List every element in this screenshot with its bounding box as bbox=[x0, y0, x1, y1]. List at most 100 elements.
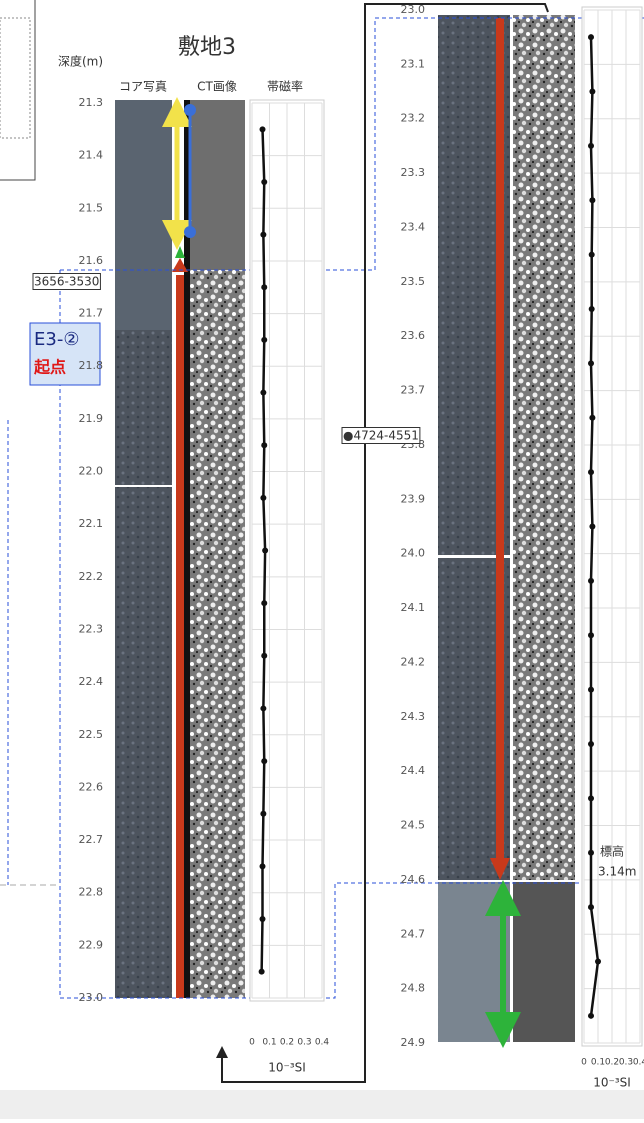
data-point bbox=[262, 547, 269, 554]
ct-image bbox=[513, 882, 575, 1042]
y-tick-label: 21.6 bbox=[79, 254, 104, 267]
data-point bbox=[595, 958, 601, 965]
data-point bbox=[260, 231, 267, 238]
y-tick-label: 21.7 bbox=[79, 307, 104, 320]
annotation-box bbox=[32, 273, 101, 290]
dashed-outline bbox=[60, 17, 644, 271]
dashed-box bbox=[0, 17, 31, 139]
annotation: 標高 bbox=[600, 844, 624, 859]
annotation: 起点 bbox=[33, 358, 66, 377]
column-header: コア写真 bbox=[119, 80, 167, 94]
data-point bbox=[588, 632, 594, 639]
footer-band bbox=[0, 1090, 644, 1119]
data-point bbox=[588, 686, 594, 693]
y-tick-label: 23.5 bbox=[401, 275, 426, 288]
data-point bbox=[588, 306, 595, 313]
y-tick-label: 24.1 bbox=[401, 601, 426, 614]
y-tick-label: 22.0 bbox=[79, 465, 104, 478]
data-point bbox=[589, 414, 596, 421]
x-tick-label: 0.4 bbox=[633, 1058, 644, 1068]
y-tick-label: 24.6 bbox=[401, 873, 426, 886]
y-tick-label: 23.0 bbox=[79, 991, 104, 1004]
y-tick-label: 22.4 bbox=[79, 675, 104, 688]
y-tick-label: 22.9 bbox=[79, 938, 104, 951]
data-point bbox=[588, 251, 595, 258]
data-point bbox=[261, 600, 268, 607]
y-tick-label: 24.3 bbox=[401, 710, 426, 723]
core-photo bbox=[115, 330, 172, 485]
y-tick-label: 22.6 bbox=[79, 780, 104, 793]
data-point bbox=[259, 863, 266, 870]
data-point bbox=[588, 740, 594, 747]
data-point bbox=[261, 284, 268, 291]
y-tick-label: 23.3 bbox=[401, 166, 426, 179]
data-point bbox=[261, 652, 268, 659]
y-tick-label: 23.0 bbox=[401, 3, 426, 16]
data-point bbox=[260, 810, 267, 817]
core-photo bbox=[115, 487, 172, 998]
title: 敷地3 bbox=[178, 35, 236, 60]
y-tick-label: 21.9 bbox=[79, 412, 104, 425]
y-tick-label: 22.1 bbox=[79, 517, 104, 530]
y-tick-label: 21.5 bbox=[79, 201, 104, 214]
y-tick-label: 23.9 bbox=[401, 492, 426, 505]
x-tick-label: 0.1 bbox=[591, 1058, 605, 1068]
annotation: 3.14m bbox=[598, 865, 636, 879]
y-tick-label: 22.7 bbox=[79, 833, 104, 846]
ct-image bbox=[190, 100, 245, 270]
y-tick-label: 21.8 bbox=[79, 359, 104, 372]
y-tick-label: 23.4 bbox=[401, 220, 426, 233]
y-tick-label: 21.3 bbox=[79, 96, 104, 109]
data-point bbox=[260, 705, 267, 712]
y-tick-label: 24.4 bbox=[401, 764, 426, 777]
column-header: 帯磁率 bbox=[267, 79, 303, 94]
y-tick-label: 24.7 bbox=[401, 927, 426, 940]
data-point bbox=[261, 336, 268, 343]
data-point bbox=[588, 795, 594, 802]
data-point bbox=[588, 904, 594, 911]
y-tick-label: 23.1 bbox=[401, 57, 426, 70]
arrow bbox=[172, 258, 188, 272]
y-tick-label: 24.8 bbox=[401, 982, 426, 995]
x-axis-label: 10⁻³SI bbox=[268, 1061, 306, 1075]
x-tick-label: 0.1 bbox=[262, 1038, 276, 1048]
y-tick-label: 24.9 bbox=[401, 1036, 426, 1049]
data-point bbox=[260, 494, 267, 501]
frame bbox=[0, 0, 36, 181]
data-point bbox=[588, 1012, 594, 1019]
connector bbox=[221, 3, 549, 1083]
y-tick-label: 23.2 bbox=[401, 112, 426, 125]
column-header: CT画像 bbox=[197, 80, 237, 94]
x-tick-label: 0 bbox=[249, 1038, 255, 1048]
y-tick-label: 24.0 bbox=[401, 547, 426, 560]
data-point bbox=[258, 968, 265, 975]
y-axis-label: 深度(m) bbox=[58, 54, 103, 69]
y-tick-label: 22.5 bbox=[79, 728, 104, 741]
annotation: 3656-3530 bbox=[34, 275, 99, 289]
y-tick-label: 21.4 bbox=[79, 149, 104, 162]
annotation-box bbox=[341, 427, 421, 444]
x-tick-label: 0.2 bbox=[280, 1038, 294, 1048]
divider bbox=[184, 100, 190, 998]
annotation: E3-② bbox=[34, 329, 79, 350]
data-point bbox=[261, 758, 268, 765]
x-tick-label: 0.3 bbox=[297, 1038, 311, 1048]
annotation: ●4724-4551 bbox=[343, 429, 419, 443]
ct-image bbox=[513, 15, 575, 880]
arrow bbox=[490, 858, 510, 880]
core-photo bbox=[438, 882, 510, 1042]
dashed-outline bbox=[59, 270, 644, 999]
data-point bbox=[259, 126, 266, 133]
data-point bbox=[588, 849, 594, 856]
x-axis-label: 10⁻³SI bbox=[593, 1076, 631, 1090]
y-tick-label: 22.2 bbox=[79, 570, 104, 583]
data-point bbox=[589, 88, 596, 95]
data-point bbox=[261, 178, 268, 185]
y-tick-label: 22.8 bbox=[79, 886, 104, 899]
data-point bbox=[589, 523, 596, 530]
y-tick-label: 24.2 bbox=[401, 655, 426, 668]
blue-dot bbox=[184, 104, 196, 116]
data-point bbox=[588, 34, 594, 41]
data-point bbox=[588, 142, 594, 149]
